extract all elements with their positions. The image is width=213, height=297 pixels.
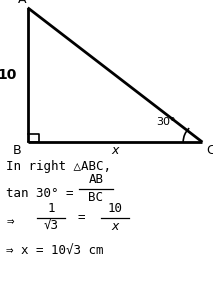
Text: B: B [13,144,21,157]
Text: AB: AB [88,173,103,186]
Text: A: A [18,0,27,6]
Text: √3: √3 [44,220,59,233]
Text: 10: 10 [0,68,17,82]
Text: tan 30° =: tan 30° = [6,187,74,200]
Text: 10: 10 [108,202,122,215]
Text: x: x [111,144,119,157]
Text: x: x [111,220,119,233]
Text: ⇒ x = 10√3 cm: ⇒ x = 10√3 cm [6,245,104,258]
Text: ⇒: ⇒ [6,215,14,228]
Text: C: C [207,144,213,157]
Text: 1: 1 [47,202,55,215]
Text: =: = [77,211,85,224]
Text: In right △ABC,: In right △ABC, [6,160,111,173]
Text: BC: BC [88,191,103,204]
Text: 30°: 30° [156,117,176,127]
